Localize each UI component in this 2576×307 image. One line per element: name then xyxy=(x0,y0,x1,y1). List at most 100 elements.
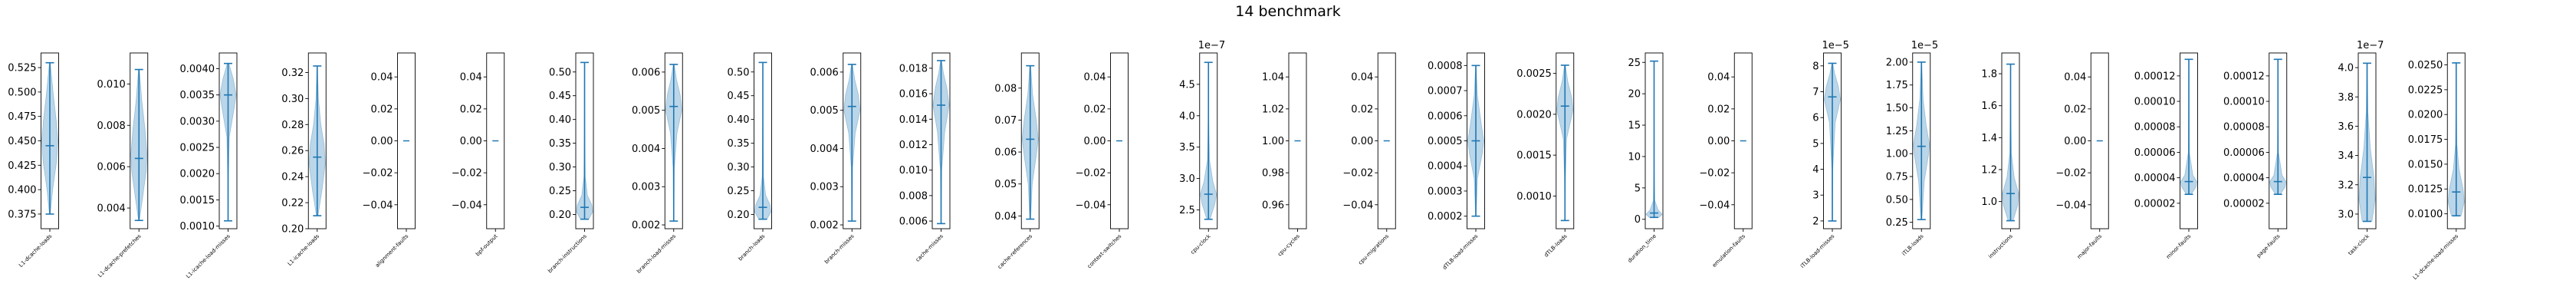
y-tick-label: 0.003 xyxy=(810,182,839,193)
y-tick-label: 1.00 xyxy=(1886,149,1908,160)
y-tick-label: 0.45 xyxy=(728,91,750,102)
y-tick-label: 0.0025 xyxy=(180,143,215,154)
y-tick-label: 0.00010 xyxy=(2223,97,2265,108)
x-tick-label: cache-misses xyxy=(915,233,945,263)
offset-label: 1e−7 xyxy=(1198,40,1225,51)
y-tick-label: 0.30 xyxy=(281,94,304,105)
y-tick-label: 0.525 xyxy=(8,63,36,74)
y-tick-label: 0.00010 xyxy=(2134,97,2176,108)
x-tick-label: iTLB-load-misses xyxy=(1799,233,1836,270)
y-tick-label: 0.425 xyxy=(8,160,36,172)
y-tick-label: 0.018 xyxy=(899,63,928,74)
y-tick-label: −0.02 xyxy=(1076,168,1106,180)
y-tick-label: 0.003 xyxy=(632,182,660,193)
y-tick-label: −0.02 xyxy=(363,168,393,180)
y-tick-label: 5 xyxy=(1812,138,1819,150)
y-tick-label: 15 xyxy=(1628,120,1641,132)
offset-label: 1e−7 xyxy=(2357,40,2384,51)
y-tick-label: 0.00008 xyxy=(2223,122,2265,134)
y-tick-label: 3.0 xyxy=(2338,209,2354,220)
y-tick-label: 0.35 xyxy=(549,138,571,150)
y-tick-label: 10 xyxy=(1628,151,1641,163)
y-tick-label: 0.0200 xyxy=(2408,110,2443,121)
y-tick-label: 4 xyxy=(1812,164,1819,176)
y-tick-label: 0.02 xyxy=(371,104,393,115)
y-tick-label: 0.98 xyxy=(1262,168,1284,180)
x-tick-label: iTLB-loads xyxy=(1901,233,1925,257)
y-tick-label: −0.02 xyxy=(1342,168,1373,180)
y-tick-label: 0.04 xyxy=(1084,72,1106,84)
y-tick-label: 1.6 xyxy=(1981,101,1997,112)
x-tick-label: emulation-faults xyxy=(1711,233,1746,269)
y-tick-label: 20 xyxy=(1628,89,1641,101)
y-tick-label: 0.006 xyxy=(97,162,126,173)
y-tick-label: 0.014 xyxy=(899,114,928,126)
y-tick-label: 0.04 xyxy=(460,72,482,84)
y-tick-label: 0.02 xyxy=(460,104,482,115)
y-tick-label: 0.475 xyxy=(8,111,36,123)
y-tick-label: 1.00 xyxy=(1262,136,1284,147)
x-tick-label: major-faults xyxy=(2076,233,2103,260)
y-tick-label: 0.0010 xyxy=(1516,191,1552,203)
y-tick-label: 0.0006 xyxy=(1428,111,1463,122)
y-tick-label: 4.0 xyxy=(2338,63,2354,74)
y-tick-label: 0.005 xyxy=(810,105,839,117)
subplot-25: 0.00002 0.00004 0.00006 0.00008 0.00010 0.000… xyxy=(2223,52,2288,259)
y-tick-label: 0.20 xyxy=(549,210,571,221)
y-tick-label: 0.45 xyxy=(549,91,571,102)
y-tick-label: 0.010 xyxy=(899,165,928,177)
y-tick-label: 0.0015 xyxy=(1516,150,1552,162)
y-tick-label: −0.04 xyxy=(1076,200,1106,211)
subplot-26: 3.0 3.2 3.4 3.6 3.8 4.0 1e−7 task-clock xyxy=(2338,40,2384,256)
y-tick-label: 0.0010 xyxy=(180,221,215,233)
y-tick-label: 0.006 xyxy=(632,67,660,78)
y-tick-label: 0.004 xyxy=(632,144,660,155)
y-tick-label: 0.50 xyxy=(1886,194,1908,206)
x-tick-label: L1-icache-loads xyxy=(287,233,321,268)
y-tick-label: 0.00 xyxy=(460,136,482,147)
y-tick-label: 0.30 xyxy=(728,162,750,173)
y-tick-label: 1.75 xyxy=(1886,80,1908,91)
x-tick-label: cpu-cycles xyxy=(1276,233,1301,258)
y-tick-label: 1.2 xyxy=(1981,164,1997,176)
y-tick-label: 1.0 xyxy=(1981,196,1997,208)
y-tick-label: 0.0250 xyxy=(2408,60,2443,71)
y-tick-label: 0.04 xyxy=(994,211,1017,223)
subplot-14: 0.96 0.98 1.00 1.02 1.04 cpu-cycles xyxy=(1262,52,1307,258)
y-tick-label: 0.02 xyxy=(1084,104,1106,115)
x-tick-label: L1-dcache-load-misses xyxy=(2412,233,2460,282)
y-tick-label: 0.010 xyxy=(97,79,126,91)
y-tick-label: 0.002 xyxy=(810,220,839,232)
y-tick-label: 3.6 xyxy=(2338,121,2354,133)
subplot-15: −0.04 −0.02 0.00 0.02 0.04 cpu-migrations xyxy=(1342,52,1396,266)
y-tick-label: 0.22 xyxy=(281,198,304,210)
y-tick-label: 0.004 xyxy=(97,203,126,215)
subplot-6: 0.20 0.25 0.30 0.35 0.40 0.45 0.50 branch-instr… xyxy=(547,52,594,274)
y-tick-label: 1.8 xyxy=(1981,69,1997,81)
y-tick-label: 1.25 xyxy=(1886,126,1908,137)
y-tick-label: −0.04 xyxy=(2055,200,2086,211)
x-tick-label: L1-dcache-loads xyxy=(18,233,53,269)
y-tick-label: 0.08 xyxy=(994,83,1017,94)
x-tick-label: minor-faults xyxy=(2165,233,2193,261)
y-tick-label: 0.0003 xyxy=(1428,186,1463,197)
x-tick-label: L1-icache-load-misses xyxy=(185,233,232,280)
y-tick-label: 1.4 xyxy=(1981,133,1997,144)
y-tick-label: 0.96 xyxy=(1262,200,1284,211)
x-tick-label: L1-dcache-prefetches xyxy=(97,233,143,279)
y-tick-label: 3.5 xyxy=(1179,142,1195,154)
y-tick-label: 0.40 xyxy=(549,114,571,126)
x-tick-label: branch-loads xyxy=(738,233,767,262)
y-tick-label: 0.00006 xyxy=(2134,147,2176,159)
y-tick-label: 25 xyxy=(1628,58,1641,69)
y-tick-label: −0.02 xyxy=(452,168,482,180)
y-tick-label: 0.30 xyxy=(549,162,571,173)
y-tick-label: 0.0007 xyxy=(1428,86,1463,97)
y-tick-label: 0.50 xyxy=(728,67,750,78)
y-tick-label: 2 xyxy=(1812,216,1819,227)
x-tick-label: cache-references xyxy=(997,233,1034,271)
subplot-2: 0.0010 0.0015 0.0020 0.0025 0.0030 0.0035 0.00… xyxy=(180,52,238,280)
y-tick-label: 5 xyxy=(1635,183,1641,194)
y-tick-label: 8 xyxy=(1812,61,1819,72)
